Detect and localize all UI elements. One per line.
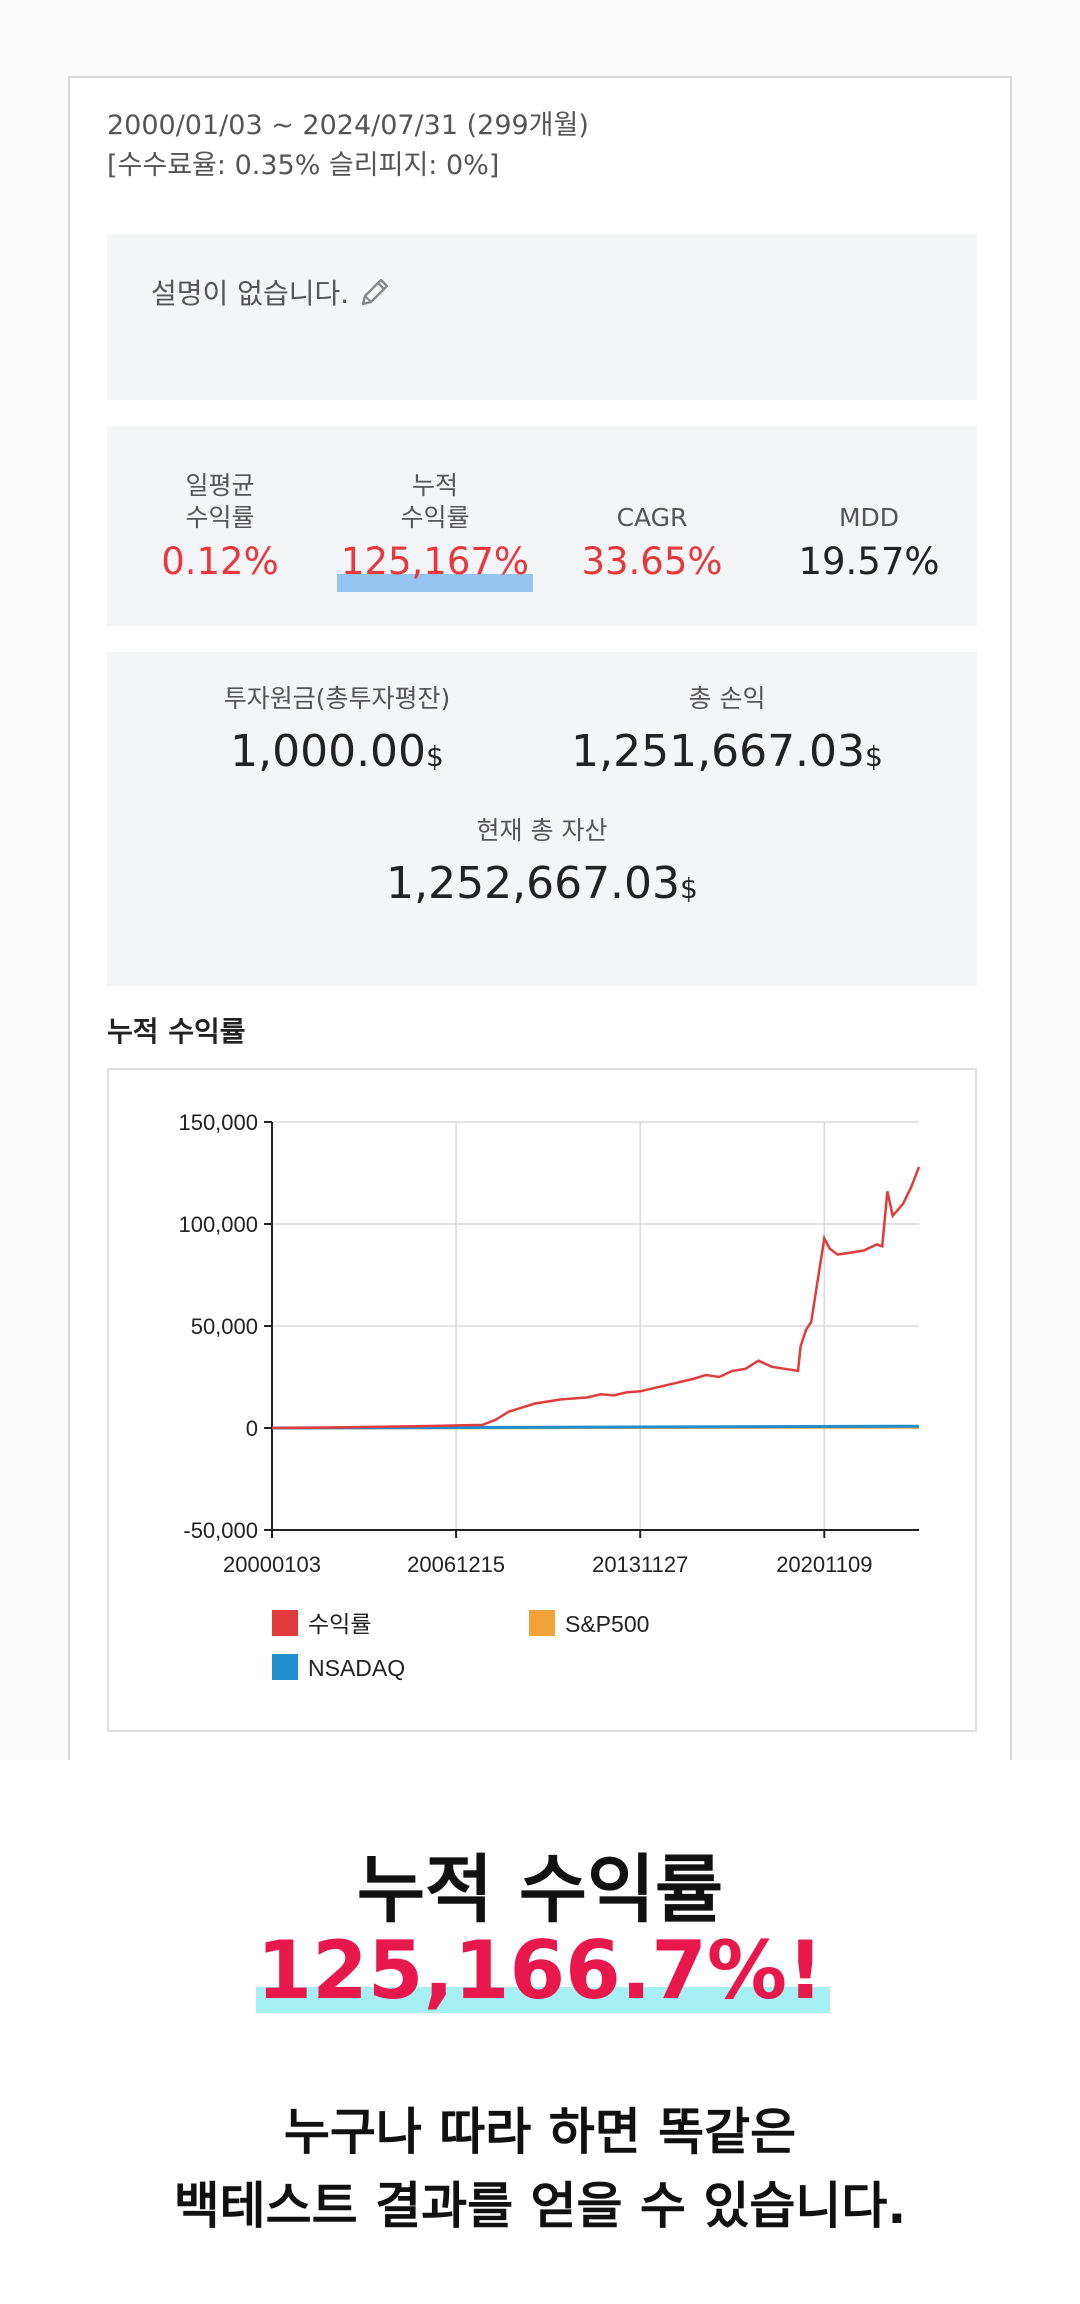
- stat-value: 125,167%: [340, 540, 530, 583]
- assets-value: 1,252,667.03: [386, 858, 681, 909]
- currency-unit: $: [680, 872, 698, 905]
- legend-label: NSADAQ: [308, 1655, 405, 1681]
- profit-value: 1,251,667.03: [571, 726, 866, 777]
- total-profit: 총 손익 1,251,667.03$: [537, 682, 917, 785]
- principal-value: 1,000.00: [230, 726, 427, 777]
- legend-swatch: [272, 1610, 298, 1636]
- legend-label: S&P500: [565, 1611, 649, 1637]
- promo-percent-wrap: 125,166.7%!: [0, 1924, 1080, 2017]
- description-box: 설명이 없습니다.: [107, 234, 977, 400]
- chart-canvas: 150,000 100,000 50,000 0 -50,000 20000103 2006…: [178, 1110, 921, 1681]
- currency-unit: $: [865, 740, 883, 773]
- stat-mdd: MDD 19.57%: [764, 470, 974, 584]
- series-line-0: [271, 1166, 921, 1430]
- principal-amount: 1,000.00$: [187, 724, 487, 785]
- promo-line-1: 누구나 따라 하면 똑같은: [283, 2103, 797, 2161]
- chart-section-title: 누적 수익률: [107, 1015, 246, 1048]
- total-assets: 현재 총 자산 1,252,667.03$: [342, 814, 742, 917]
- pencil-icon[interactable]: [355, 272, 395, 312]
- assets-amount: 1,252,667.03$: [342, 856, 742, 917]
- promo-percent: 125,166.7%!: [256, 1924, 830, 2017]
- y-tick-label: 150,000: [178, 1110, 258, 1135]
- stat-value: 0.12%: [161, 540, 279, 583]
- promo-line-2: 백테스트 결과를 얻을 수 있습니다.: [173, 2177, 907, 2235]
- investment-panel: 투자원금(총투자평잔) 1,000.00$ 총 손익 1,251,667.03$…: [107, 652, 977, 986]
- period-range: 2000/01/03 ~ 2024/07/31 (299개월): [107, 110, 589, 141]
- stat-daily-return: 일평균 수익률 0.12%: [115, 470, 325, 584]
- y-tick-label: -50,000: [183, 1518, 258, 1543]
- stat-value: 33.65%: [581, 540, 723, 583]
- description-text: 설명이 없습니다.: [151, 277, 350, 310]
- currency-unit: $: [426, 740, 444, 773]
- stat-label: 일평균 수익률: [185, 471, 255, 532]
- stat-cumulative-return: 누적 수익률 125,167%: [330, 470, 540, 592]
- x-tick-label: 20061215: [407, 1552, 505, 1577]
- legend-swatch: [529, 1610, 555, 1636]
- y-tick-label: 100,000: [178, 1212, 258, 1237]
- profit-label: 총 손익: [688, 684, 766, 713]
- highlight-marker: 125,167%: [336, 540, 534, 592]
- x-tick-label: 20131127: [592, 1552, 688, 1577]
- principal: 투자원금(총투자평잔) 1,000.00$: [187, 682, 487, 785]
- fee-info: [수수료율: 0.35% 슬리피지: 0%]: [107, 150, 500, 181]
- assets-label: 현재 총 자산: [476, 816, 608, 845]
- promo-headline: 누적 수익률: [356, 1847, 724, 1933]
- profit-amount: 1,251,667.03$: [537, 724, 917, 785]
- cumulative-return-chart: 150,000 100,000 50,000 0 -50,000 20000103 2006…: [107, 1068, 977, 1732]
- x-tick-label: 20000103: [223, 1552, 321, 1577]
- y-tick-label: 0: [246, 1416, 258, 1441]
- period-info: 2000/01/03 ~ 2024/07/31 (299개월) [수수료율: 0…: [107, 106, 589, 186]
- stats-panel: 일평균 수익률 0.12% 누적 수익률 125,167% CAGR 33.65…: [107, 426, 977, 626]
- stat-cagr: CAGR 33.65%: [547, 470, 757, 584]
- stat-label: CAGR: [616, 503, 688, 532]
- principal-label: 투자원금(총투자평잔): [223, 684, 451, 713]
- stat-label: 누적 수익률: [400, 471, 470, 532]
- legend-label: 수익률: [308, 1611, 371, 1637]
- backtest-result-card: 2000/01/03 ~ 2024/07/31 (299개월) [수수료율: 0…: [68, 76, 1012, 1760]
- stat-label: MDD: [838, 503, 900, 532]
- stat-value: 19.57%: [798, 540, 940, 583]
- description: 설명이 없습니다.: [151, 272, 395, 312]
- x-tick-label: 20201109: [776, 1552, 872, 1577]
- stat-value-wrap: 125,167%: [330, 540, 540, 592]
- y-tick-label: 50,000: [191, 1314, 258, 1339]
- legend-swatch: [272, 1654, 298, 1680]
- promo-percent-text: 125,166.7%!: [256, 1924, 824, 2017]
